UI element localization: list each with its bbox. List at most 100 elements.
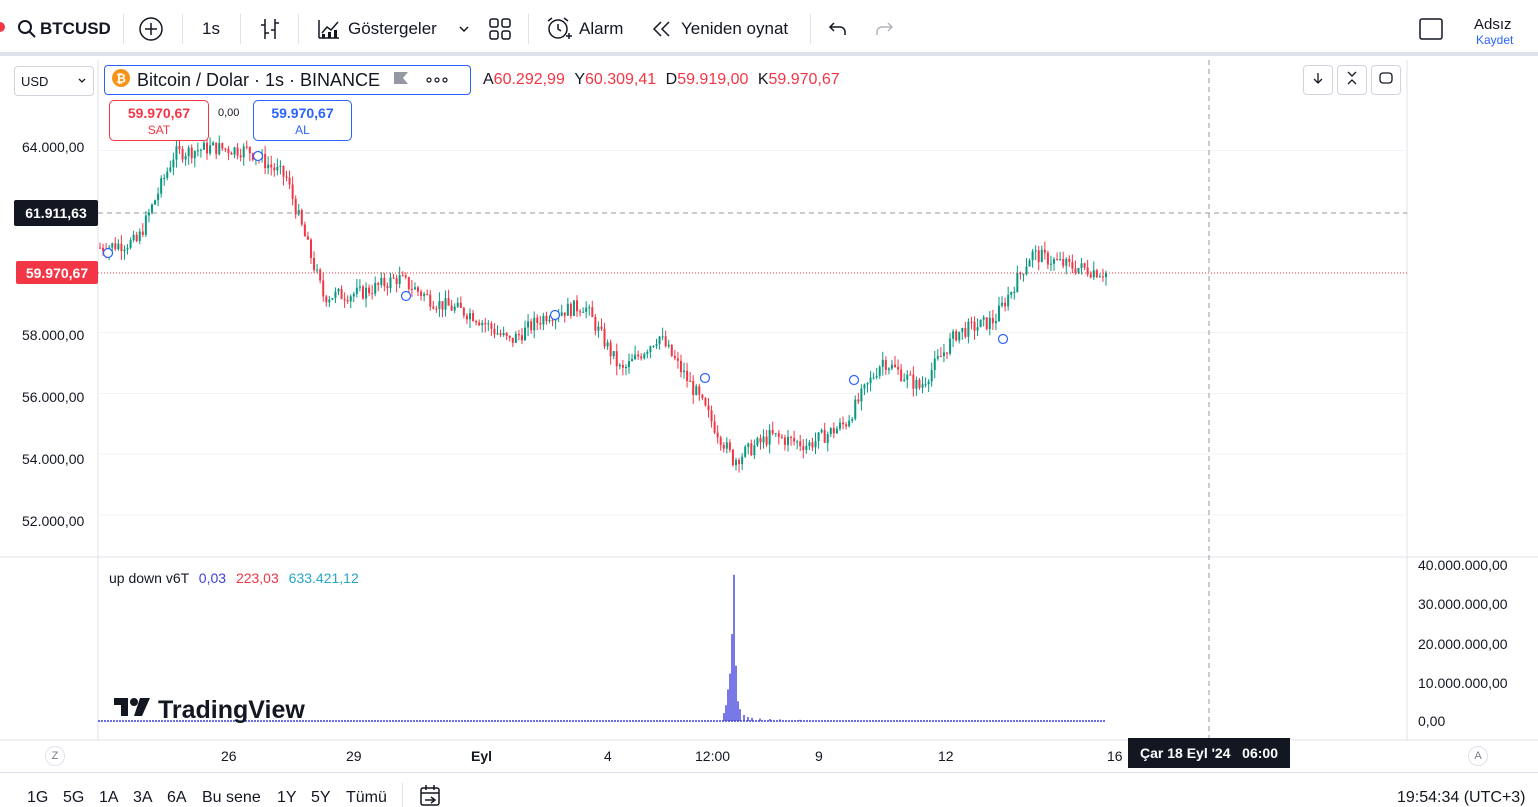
candle — [175, 137, 178, 168]
candle — [267, 156, 270, 175]
range-1y[interactable]: 1Y — [277, 789, 297, 806]
maximize-pane-button[interactable] — [1371, 65, 1401, 95]
candle — [365, 282, 368, 308]
volume-bar — [735, 665, 737, 721]
chart-type-button[interactable] — [258, 14, 282, 44]
indicators-button[interactable]: Göstergeler — [316, 14, 437, 44]
candle — [184, 152, 187, 166]
candle — [300, 208, 303, 227]
candle — [878, 365, 881, 379]
candle — [545, 311, 548, 325]
range-6m[interactable]: 6A — [167, 789, 187, 806]
goto-date-button[interactable] — [418, 783, 444, 807]
candle — [163, 173, 166, 186]
candle — [927, 379, 930, 393]
candle — [1065, 257, 1068, 275]
candle — [511, 337, 514, 348]
volume-bar — [779, 719, 781, 721]
candle — [395, 274, 398, 293]
candle — [215, 142, 218, 160]
candle — [698, 383, 701, 401]
candle — [1071, 254, 1074, 274]
candle — [1025, 258, 1028, 276]
range-5y[interactable]: 5Y — [311, 789, 331, 806]
alarm-button[interactable]: Alarm — [545, 14, 623, 44]
indicator-value-3: 633.421,12 — [288, 570, 359, 586]
candle — [316, 264, 319, 274]
clock-timezone[interactable]: 19:54:34 (UTC+3) — [1397, 789, 1526, 806]
more-icon[interactable] — [426, 71, 448, 89]
buy-button[interactable]: 59.970,67 AL — [253, 100, 352, 141]
candle — [982, 315, 985, 327]
chart-canvas[interactable] — [0, 60, 1538, 772]
candle — [291, 176, 294, 206]
candle — [355, 279, 358, 298]
flag-icon[interactable] — [392, 70, 410, 91]
volume-tick: 20.000.000,00 — [1418, 636, 1508, 652]
candle — [279, 160, 282, 175]
volume-bar — [733, 574, 735, 721]
candle — [606, 339, 609, 350]
symbol-label: BTCUSD — [40, 19, 111, 38]
candle — [517, 329, 520, 341]
symbol-search-button[interactable]: BTCUSD — [16, 14, 111, 44]
range-1d[interactable]: 1G — [27, 789, 49, 806]
volume-bar — [727, 689, 729, 721]
interval-button[interactable]: 1s — [202, 14, 220, 44]
candle — [417, 285, 420, 296]
candle — [719, 435, 722, 451]
candle — [744, 444, 747, 458]
currency-select[interactable]: USD — [14, 66, 94, 96]
candle — [196, 142, 199, 157]
symbol-legend[interactable]: ₿ Bitcoin / Dolar · 1s · BINANCE — [104, 65, 471, 95]
undo-button[interactable] — [826, 14, 850, 44]
scroll-down-button[interactable] — [1303, 65, 1333, 95]
candle — [716, 425, 719, 444]
candle — [224, 147, 227, 153]
candle — [371, 284, 374, 300]
chart-area[interactable]: USD ₿ Bitcoin / Dolar · 1s · BINANCE A60… — [0, 60, 1538, 772]
compare-symbol-button[interactable] — [138, 14, 164, 44]
range-1m[interactable]: 1A — [99, 789, 119, 806]
auto-scale-button[interactable]: A — [1468, 746, 1488, 766]
candle — [887, 367, 890, 375]
range-all[interactable]: Tümü — [346, 789, 387, 806]
candle — [1043, 241, 1046, 260]
candle — [961, 327, 964, 340]
range-5d[interactable]: 5G — [63, 789, 85, 806]
candle — [1092, 261, 1095, 280]
range-ytd[interactable]: Bu sene — [202, 789, 261, 806]
user-name[interactable]: Adsız — [1474, 16, 1512, 33]
layout-button[interactable] — [487, 14, 513, 44]
candle — [637, 350, 640, 360]
candle — [438, 292, 441, 317]
collapse-button[interactable] — [1337, 65, 1367, 95]
replay-button[interactable]: Yeniden oynat — [651, 14, 788, 44]
watermark-text: TradingView — [158, 696, 305, 724]
sell-button[interactable]: 59.970,67 SAT — [109, 100, 209, 141]
candle — [664, 330, 667, 348]
range-3m[interactable]: 3A — [133, 789, 153, 806]
candle — [875, 367, 878, 380]
candle — [915, 376, 918, 396]
candle — [1059, 251, 1062, 261]
alarm-label: Alarm — [579, 19, 624, 38]
candle — [930, 362, 933, 387]
candle — [524, 320, 527, 341]
volume-bar — [737, 701, 739, 721]
tradingview-logo-icon — [112, 696, 152, 725]
indicators-dropdown[interactable] — [456, 14, 472, 44]
fullscreen-toggle[interactable] — [1418, 14, 1444, 44]
candle — [894, 356, 897, 368]
candle — [1028, 258, 1031, 267]
candle — [1001, 296, 1004, 308]
redo-button[interactable] — [872, 14, 896, 44]
candle — [242, 143, 245, 166]
timezone-button[interactable]: Z — [45, 746, 65, 766]
candle — [202, 140, 205, 150]
save-link[interactable]: Kaydet — [1476, 33, 1514, 47]
candle — [572, 300, 575, 317]
arrow-down-icon — [1311, 71, 1325, 90]
tradingview-watermark[interactable]: TradingView — [112, 696, 305, 725]
indicator-legend[interactable]: up down v6T 0,03 223,03 633.421,12 — [109, 570, 359, 586]
